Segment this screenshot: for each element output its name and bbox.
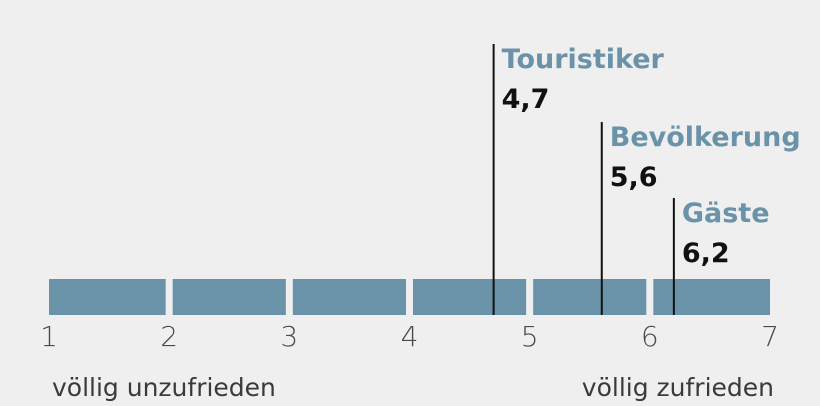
marker-touristiker: Touristiker 4,7 <box>492 44 665 315</box>
marker-g-ste: Gäste 6,2 <box>672 198 770 315</box>
tick-label-4: 4 <box>401 320 419 353</box>
marker-name: Gäste <box>682 198 770 229</box>
scale-segment-4 <box>413 279 527 315</box>
scale-segment-6 <box>653 279 770 315</box>
marker-value: 5,6 <box>610 162 658 193</box>
tick-label-5: 5 <box>521 320 539 353</box>
scale-segment-1 <box>49 279 166 315</box>
scale-bar <box>49 279 770 315</box>
scale-tick-labels: 1 2 3 4 5 6 7 <box>40 320 779 353</box>
scale-max-label: völlig zufrieden <box>582 373 774 402</box>
marker-value: 6,2 <box>682 238 730 269</box>
tick-label-6: 6 <box>641 320 659 353</box>
group-markers: Touristiker 4,7 Bevölkerung 5,6 Gäste 6,2 <box>492 44 801 315</box>
marker-name: Bevölkerung <box>610 122 801 153</box>
scale-segment-2 <box>172 279 286 315</box>
scale-min-label: völlig unzufrieden <box>52 373 276 402</box>
marker-value: 4,7 <box>502 84 550 115</box>
marker-name: Touristiker <box>502 44 665 75</box>
scale-segment-3 <box>292 279 406 315</box>
tick-label-2: 2 <box>160 320 178 353</box>
tick-label-3: 3 <box>280 320 298 353</box>
tick-label-7: 7 <box>761 320 779 353</box>
scale-segment-5 <box>533 279 647 315</box>
marker-bev-lkerung: Bevölkerung 5,6 <box>600 122 801 315</box>
tick-label-1: 1 <box>40 320 58 353</box>
